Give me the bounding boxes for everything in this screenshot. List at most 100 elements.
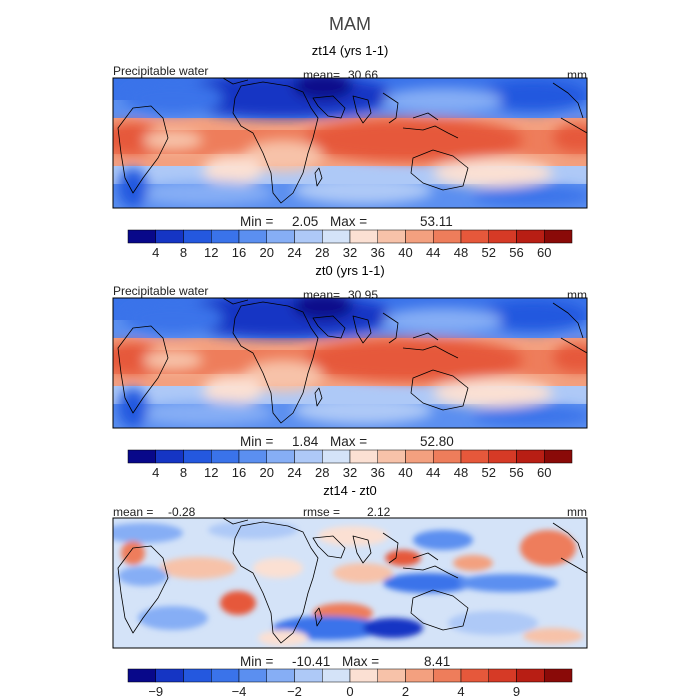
colorbar-tick-label: 32 (343, 465, 357, 480)
colorbar-tick-label: 40 (398, 465, 412, 480)
rmse-value: 2.12 (367, 505, 391, 519)
colorbar-tick-label: 52 (482, 465, 496, 480)
colorbar-tick-label: 4 (152, 465, 159, 480)
colorbar-swatch (266, 668, 295, 683)
colorbar-swatch (294, 668, 323, 683)
colorbar-tick-label: −4 (232, 684, 247, 699)
colorbar-tick-label: 16 (232, 465, 246, 480)
colorbar-tick-label: 8 (180, 245, 187, 260)
colorbar-tick-label: 12 (204, 465, 218, 480)
colorbar-swatch (238, 449, 267, 464)
colorbar-swatch (433, 668, 462, 683)
colorbar-swatch (127, 229, 156, 244)
colorbar-swatch (322, 449, 351, 464)
colorbar-swatch (544, 229, 573, 244)
colorbar-swatch (211, 449, 240, 464)
colorbar-tick-label: 60 (537, 465, 551, 480)
colorbar: 4 8 12 16 20 24 28 32 36 40 44 48 52 56 60 (127, 229, 573, 260)
colorbar-swatch (127, 449, 156, 464)
colorbar-swatch (544, 668, 573, 683)
panel-zt0: zt0 (yrs 1-1) Precipitable water mean= 3… (103, 263, 588, 480)
colorbar-swatch (349, 668, 378, 683)
colorbar-swatch (155, 668, 184, 683)
colorbar-swatch (322, 229, 351, 244)
colorbar-swatch (238, 668, 267, 683)
colorbar-swatch (322, 668, 351, 683)
colorbar-swatch (349, 449, 378, 464)
colorbar-swatch (460, 668, 489, 683)
colorbar: 4 8 12 16 20 24 28 32 36 40 44 48 52 56 60 (127, 449, 573, 480)
max-label: Max = (342, 654, 379, 669)
colorbar-tick-label: 20 (260, 245, 274, 260)
min-value: 2.05 (292, 214, 318, 229)
colorbar-swatch (294, 229, 323, 244)
variable-label: Precipitable water (113, 284, 208, 298)
colorbar-tick-label: 44 (426, 245, 440, 260)
panel-zt14: zt14 (yrs 1-1) Precipitable water mean= … (112, 43, 588, 260)
colorbar-tick-label: 2 (402, 684, 409, 699)
colorbar-swatch (266, 229, 295, 244)
colorbar-swatch (405, 229, 434, 244)
colorbar-swatch (544, 449, 573, 464)
colorbar-tick-label: 9 (513, 684, 520, 699)
min-value: -10.41 (292, 654, 330, 669)
variable-label: Precipitable water (113, 64, 208, 78)
colorbar-tick-label: 12 (204, 245, 218, 260)
colorbar-tick-label: 28 (315, 465, 329, 480)
map-frame (112, 517, 588, 649)
colorbar-tick-label: 40 (398, 245, 412, 260)
colorbar-tick-label: 48 (454, 245, 468, 260)
colorbar-swatch (460, 449, 489, 464)
colorbar-tick-label: 8 (180, 465, 187, 480)
panel-title: zt14 (yrs 1-1) (312, 43, 389, 58)
max-value: 8.41 (424, 654, 450, 669)
figure-title: MAM (329, 14, 371, 34)
colorbar-tick-label: 4 (152, 245, 159, 260)
colorbar-tick-label: 0 (346, 684, 353, 699)
colorbar-tick-label: 56 (509, 465, 523, 480)
rmse-label: rmse = (303, 505, 340, 519)
panel-diff: zt14 - zt0 mean = -0.28 rmse = 2.12 mm M… (103, 483, 588, 699)
colorbar-tick-label: −2 (287, 684, 302, 699)
map-frame (112, 77, 588, 209)
colorbar-swatch (516, 449, 545, 464)
colorbar-tick-label: 24 (287, 245, 301, 260)
colorbar-tick-label: 44 (426, 465, 440, 480)
mean-label: mean = (113, 505, 153, 519)
colorbar-swatch (211, 668, 240, 683)
colorbar-tick-label: −9 (148, 684, 163, 699)
colorbar-tick-label: 4 (457, 684, 464, 699)
colorbar-tick-label: 52 (482, 245, 496, 260)
min-value: 1.84 (292, 434, 319, 449)
panel-title: zt14 - zt0 (323, 483, 376, 498)
map-frame (112, 297, 588, 429)
mean-value: -0.28 (168, 505, 196, 519)
max-label: Max = (330, 434, 367, 449)
map-field (103, 518, 587, 648)
colorbar-tick-label: 60 (537, 245, 551, 260)
colorbar-swatch (211, 229, 240, 244)
colorbar-swatch (405, 668, 434, 683)
colorbar-swatch (183, 229, 212, 244)
colorbar-tick-label: 36 (371, 465, 385, 480)
colorbar-tick-label: 56 (509, 245, 523, 260)
min-label: Min = (240, 434, 274, 449)
colorbar-tick-label: 24 (287, 465, 301, 480)
colorbar-swatch (183, 449, 212, 464)
colorbar-swatch (488, 449, 517, 464)
colorbar-swatch (127, 668, 156, 683)
colorbar-swatch (238, 229, 267, 244)
max-value: 52.80 (420, 434, 454, 449)
colorbar-swatch (183, 668, 212, 683)
map-field (103, 298, 587, 428)
colorbar-tick-label: 20 (260, 465, 274, 480)
colorbar-swatch (377, 449, 406, 464)
units-label: mm (567, 505, 587, 519)
panel-title: zt0 (yrs 1-1) (315, 263, 384, 278)
colorbar-swatch (349, 229, 378, 244)
colorbar-tick-label: 28 (315, 245, 329, 260)
colorbar: −9 −4 −2 0 2 4 9 (127, 668, 573, 699)
colorbar-swatch (294, 449, 323, 464)
colorbar-swatch (405, 449, 434, 464)
